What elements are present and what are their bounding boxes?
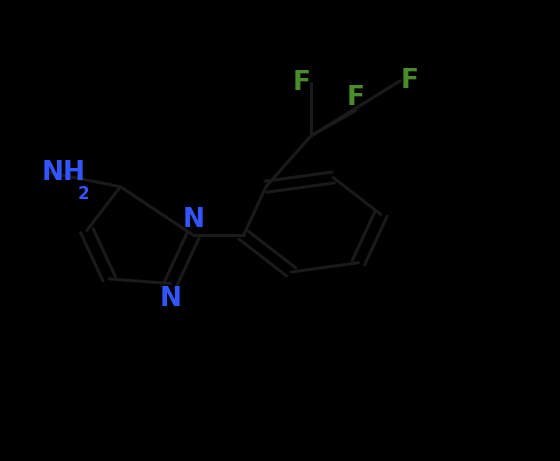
Text: F: F — [347, 85, 365, 111]
Text: N: N — [182, 207, 204, 233]
Text: NH: NH — [42, 160, 86, 186]
Text: N: N — [160, 286, 182, 312]
Text: F: F — [293, 70, 311, 96]
Text: 2: 2 — [77, 185, 89, 203]
Text: F: F — [400, 68, 418, 94]
